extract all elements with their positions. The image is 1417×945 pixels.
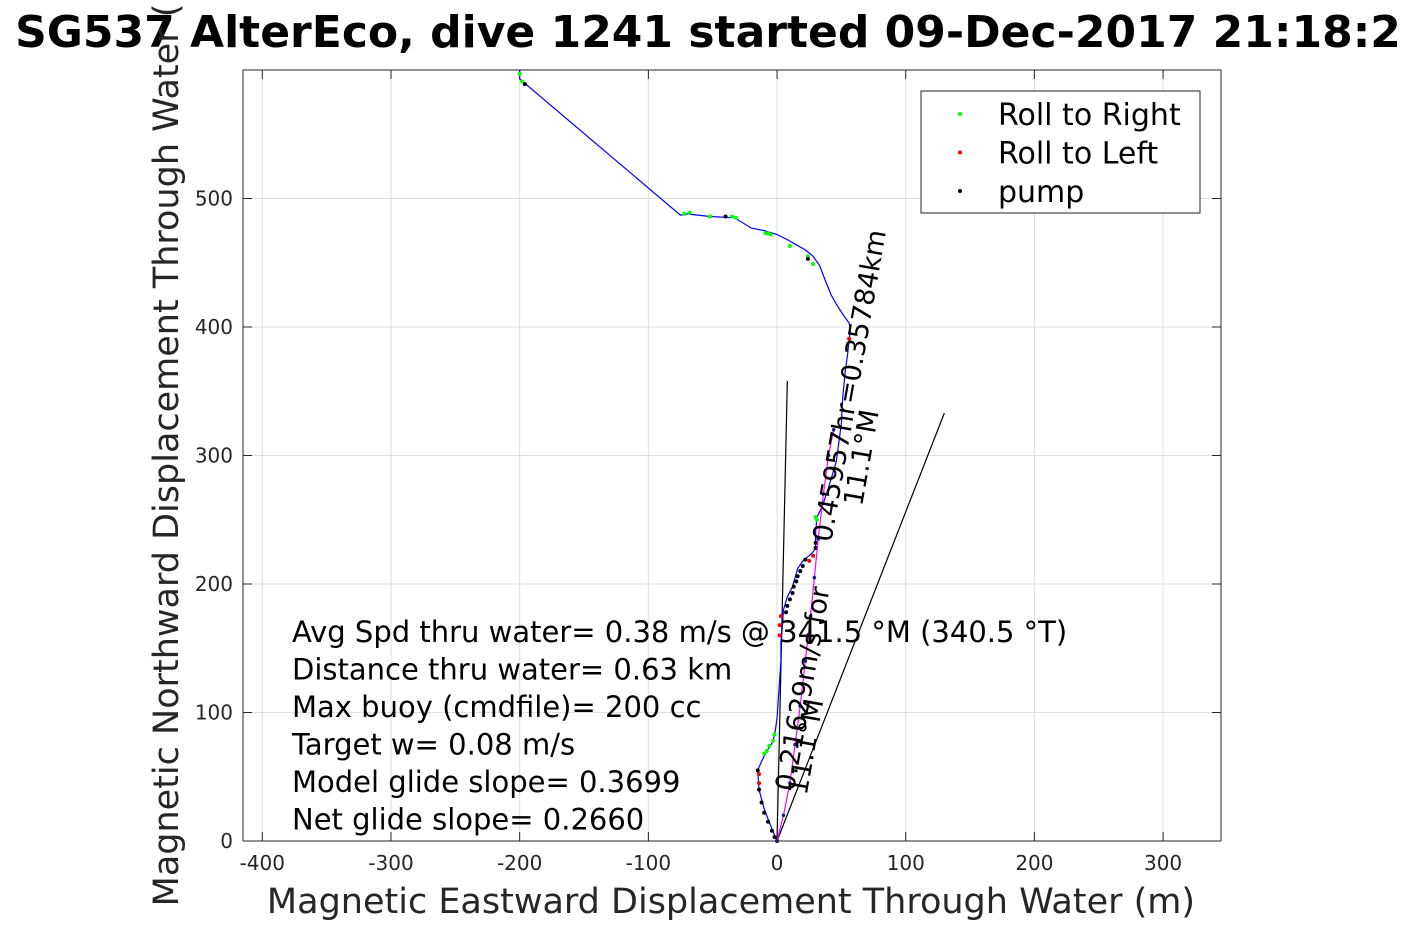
reference-line — [776, 380, 788, 842]
series-pump-point — [794, 579, 799, 584]
series-pump-point — [762, 810, 767, 815]
series-roll-to-right-point — [517, 71, 522, 76]
x-tick-label: -400 — [240, 851, 285, 875]
stats-text-block: Avg Spd thru water= 0.38 m/s @ 341.5 °M … — [291, 615, 1067, 837]
series-pump-point — [790, 590, 795, 595]
tick-labels: -400 -300 -200 -100 0 100 200 300 0 100 200 300 400 5… — [195, 187, 1182, 876]
series-pump-point — [805, 256, 810, 261]
y-tick-label: 100 — [195, 701, 233, 725]
x-tick-label: 0 — [771, 851, 784, 875]
series-layer — [517, 70, 852, 843]
series-pump-point — [787, 597, 792, 602]
series-surface-drift-point — [793, 742, 797, 747]
y-tick-label: 0 — [220, 829, 233, 853]
series-roll-to-right-point — [772, 732, 777, 737]
plot-frame — [242, 69, 1222, 842]
legend-marker — [958, 112, 962, 116]
series-surface-drift-point — [808, 614, 813, 618]
x-tick-label: 200 — [1015, 851, 1053, 875]
legend-box — [920, 90, 1201, 214]
series-roll-to-right-point — [771, 738, 776, 743]
series-roll-to-right-point — [767, 743, 772, 748]
series-roll-to-right-point — [733, 215, 738, 220]
series-roll-to-left-point — [777, 633, 782, 638]
series-pump-point — [755, 768, 760, 773]
legend-label: Roll to Right — [998, 98, 1181, 133]
series-surface-drift-point — [812, 575, 817, 580]
series-roll-to-right-point — [764, 749, 769, 754]
legend-marker — [958, 150, 962, 155]
series-surface-drift-point — [798, 704, 803, 708]
series-roll-to-left-point — [847, 336, 852, 341]
stats-line: Max buoy (cmdfile)= 200 cc — [292, 690, 701, 724]
series-roll-to-right-point — [768, 232, 773, 237]
series-surface-drift-line — [776, 429, 835, 842]
x-tick-label: -200 — [497, 851, 542, 875]
legend-label: Roll to Left — [998, 137, 1158, 172]
series-pump-point — [522, 82, 527, 87]
series-roll-to-right-point — [762, 751, 767, 756]
x-axis-label: Magnetic Eastward Displacement Through W… — [267, 882, 1195, 922]
y-tick-label: 200 — [195, 572, 233, 596]
series-pump-point — [759, 800, 764, 805]
series-roll-to-left-point — [807, 558, 812, 563]
series-surface-drift-point — [831, 428, 836, 432]
series-pump-point — [784, 610, 789, 615]
series-surface-drift-point — [821, 492, 826, 496]
series-surface-drift-point — [803, 659, 808, 663]
chart-title: SG537 AlterEco, dive 1241 started 09-Dec… — [15, 7, 1401, 58]
series-pump-point — [798, 569, 803, 574]
series-pump-point — [795, 574, 800, 579]
x-tick-label: -300 — [368, 851, 413, 875]
series-roll-to-right-point — [787, 244, 792, 249]
x-tick-label: 100 — [887, 851, 925, 875]
series-surface-drift-point — [816, 537, 821, 541]
series-pump-point — [772, 835, 777, 840]
series-pump-point — [785, 603, 790, 608]
y-axis-label: Magnetic Northward Displacement Through … — [147, 4, 187, 907]
y-tick-label: 300 — [195, 444, 233, 468]
series-surface-drift-point — [788, 781, 792, 785]
series-roll-to-left-point — [757, 781, 762, 786]
stats-line: Target w= 0.08 m/s — [291, 728, 575, 762]
series-pump-point — [769, 828, 774, 833]
series-pump-point — [791, 584, 796, 589]
series-pump-point — [723, 214, 728, 219]
y-tick-label: 400 — [195, 315, 233, 339]
series-roll-to-right-point — [811, 262, 816, 267]
series-roll-to-left-point — [777, 623, 782, 628]
stats-line: Net glide slope= 0.2660 — [292, 803, 644, 837]
series-roll-to-right-point — [520, 79, 525, 84]
x-tick-label: -100 — [626, 851, 671, 875]
series-surface-drift-point — [826, 453, 831, 458]
series-surface-drift-point — [781, 813, 786, 818]
legend-marker — [958, 189, 962, 193]
series-pump-point — [766, 819, 771, 824]
stats-line: Model glide slope= 0.3699 — [292, 765, 680, 799]
series-pump-point — [800, 564, 805, 569]
series-roll-to-left-point — [778, 614, 783, 619]
stats-line: Avg Spd thru water= 0.38 m/s @ 341.5 °M … — [292, 615, 1067, 649]
reference-line — [776, 412, 945, 842]
series-roll-to-left-point — [757, 772, 762, 777]
reference-lines — [776, 380, 945, 842]
y-tick-label: 500 — [195, 187, 233, 211]
series-roll-to-right-point — [730, 214, 734, 219]
series-roll-to-right-point — [687, 210, 692, 215]
stats-line: Distance thru water= 0.63 km — [292, 653, 732, 687]
series-pump-point — [757, 787, 762, 792]
x-tick-label: 300 — [1144, 851, 1182, 875]
series-roll-to-right-point — [682, 211, 687, 216]
legend-label: pump — [998, 175, 1084, 210]
series-roll-to-left-point — [811, 553, 816, 558]
series-pump-point — [803, 557, 808, 562]
series-pump-point — [813, 540, 818, 545]
series-roll-to-right-point — [708, 214, 713, 219]
series-roll-to-right-point — [814, 517, 819, 522]
